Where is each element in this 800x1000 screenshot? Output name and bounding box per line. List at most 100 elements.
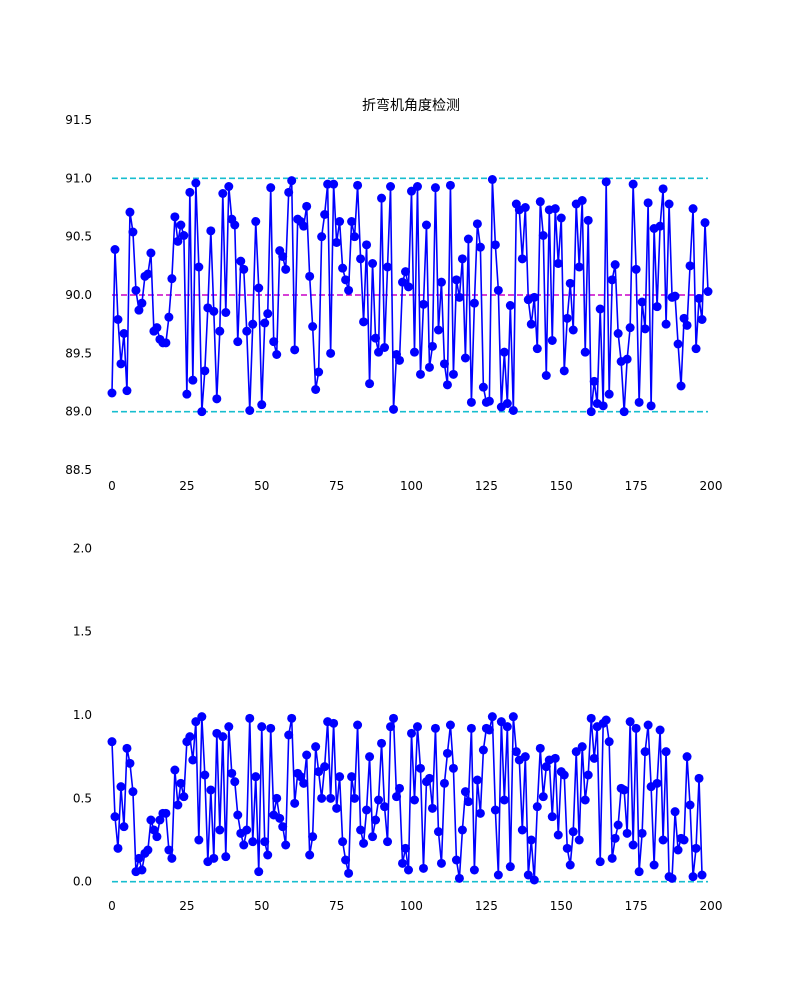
deviation-data-point bbox=[652, 778, 662, 788]
deviation-x-tick-label: 75 bbox=[329, 899, 344, 913]
deviation-data-point bbox=[206, 785, 216, 795]
deviation-data-point bbox=[245, 713, 255, 723]
deviation-data-point bbox=[347, 772, 357, 782]
angle-data-point bbox=[365, 379, 375, 389]
deviation-data-point bbox=[371, 815, 381, 825]
deviation-data-point bbox=[353, 720, 363, 730]
deviation-x-tick-label: 25 bbox=[179, 899, 194, 913]
angle-data-point bbox=[206, 226, 216, 236]
angle-data-point bbox=[362, 240, 372, 250]
angle-data-point bbox=[341, 275, 351, 285]
deviation-data-point bbox=[185, 732, 195, 742]
angle-data-point bbox=[439, 359, 449, 369]
angle-data-point bbox=[682, 320, 692, 330]
deviation-data-point bbox=[341, 855, 351, 865]
angle-data-point bbox=[556, 213, 566, 223]
angle-data-point bbox=[499, 347, 509, 357]
angle-data-point bbox=[317, 232, 327, 242]
angle-data-point bbox=[347, 217, 357, 226]
deviation-data-point bbox=[329, 718, 339, 728]
angle-data-point bbox=[248, 319, 258, 329]
deviation-data-point bbox=[496, 717, 506, 727]
deviation-data-point bbox=[380, 802, 390, 812]
deviation-data-point bbox=[523, 870, 533, 880]
deviation-data-point bbox=[398, 858, 408, 868]
angle-data-point bbox=[676, 381, 686, 391]
angle-data-point bbox=[508, 406, 518, 415]
angle-data-point bbox=[239, 264, 249, 274]
deviation-data-point bbox=[607, 853, 617, 863]
angle-data-point bbox=[251, 217, 261, 226]
deviation-data-point bbox=[553, 830, 563, 840]
angle-data-point bbox=[622, 354, 632, 364]
angle-data-point bbox=[541, 371, 551, 380]
deviation-data-point bbox=[418, 863, 428, 873]
deviation-data-point bbox=[583, 770, 593, 780]
deviation-data-point bbox=[254, 867, 264, 877]
deviation-data-point bbox=[589, 753, 599, 763]
angle-data-point bbox=[412, 182, 422, 191]
angle-chart-x-axis: 0 25 50 75 100 125 150 175 200 bbox=[108, 479, 722, 493]
deviation-data-point bbox=[655, 725, 665, 735]
angle-data-point bbox=[191, 178, 201, 188]
angle-data-point bbox=[646, 401, 656, 411]
angle-data-point bbox=[670, 291, 680, 301]
deviation-data-point bbox=[326, 793, 336, 803]
angle-data-point bbox=[457, 254, 467, 264]
deviation-data-point bbox=[697, 870, 707, 880]
angle-data-point bbox=[520, 203, 530, 212]
angle-data-point bbox=[224, 182, 234, 191]
angle-data-point bbox=[125, 207, 135, 217]
angle-data-point bbox=[335, 217, 345, 226]
deviation-data-point bbox=[116, 782, 126, 792]
angle-data-point bbox=[380, 343, 390, 352]
deviation-data-point bbox=[167, 853, 177, 863]
angle-data-point bbox=[350, 232, 360, 242]
deviation-data-point bbox=[505, 862, 515, 872]
deviation-data-point bbox=[320, 762, 330, 772]
deviation-data-point bbox=[406, 728, 416, 738]
angle-x-tick-label: 175 bbox=[625, 479, 648, 493]
angle-data-point bbox=[107, 388, 117, 398]
deviation-data-point bbox=[221, 852, 231, 862]
angle-data-point bbox=[436, 277, 446, 287]
angle-data-point bbox=[221, 308, 231, 317]
angle-data-point bbox=[547, 336, 557, 345]
angle-x-tick-label: 200 bbox=[700, 479, 723, 493]
deviation-data-point bbox=[637, 828, 647, 838]
angle-data-point bbox=[110, 245, 120, 254]
angle-data-point bbox=[329, 179, 339, 189]
angle-data-point bbox=[182, 389, 192, 399]
angle-data-point bbox=[430, 183, 440, 193]
angle-data-point bbox=[538, 231, 548, 240]
angle-data-point bbox=[661, 319, 671, 329]
deviation-x-tick-label: 150 bbox=[550, 899, 573, 913]
angle-data-point bbox=[137, 298, 147, 308]
angle-data-point bbox=[703, 287, 713, 296]
angle-y-tick-label: 91.0 bbox=[65, 171, 92, 185]
deviation-data-point bbox=[311, 742, 321, 752]
deviation-data-point bbox=[227, 768, 237, 778]
angle-data-point bbox=[679, 313, 689, 323]
deviation-data-point bbox=[344, 868, 354, 878]
angle-data-point bbox=[559, 366, 569, 376]
angle-data-point bbox=[448, 369, 458, 379]
deviation-data-point bbox=[263, 850, 273, 860]
angle-data-point bbox=[326, 348, 336, 358]
deviation-data-point bbox=[299, 778, 309, 788]
angle-data-point bbox=[415, 369, 425, 379]
angle-data-point bbox=[628, 179, 638, 189]
deviation-data-point bbox=[601, 715, 611, 725]
deviation-data-point bbox=[469, 865, 479, 875]
angle-data-point bbox=[209, 306, 219, 316]
angle-data-point bbox=[601, 177, 611, 187]
angle-data-point bbox=[577, 196, 587, 205]
angle-data-point bbox=[278, 252, 288, 261]
deviation-data-point bbox=[188, 755, 198, 765]
deviation-data-point bbox=[383, 837, 393, 847]
deviation-data-point bbox=[260, 837, 270, 847]
angle-data-point bbox=[553, 259, 563, 268]
angle-data-point bbox=[185, 187, 195, 197]
deviation-data-point bbox=[359, 838, 369, 848]
angle-data-point bbox=[688, 204, 698, 214]
